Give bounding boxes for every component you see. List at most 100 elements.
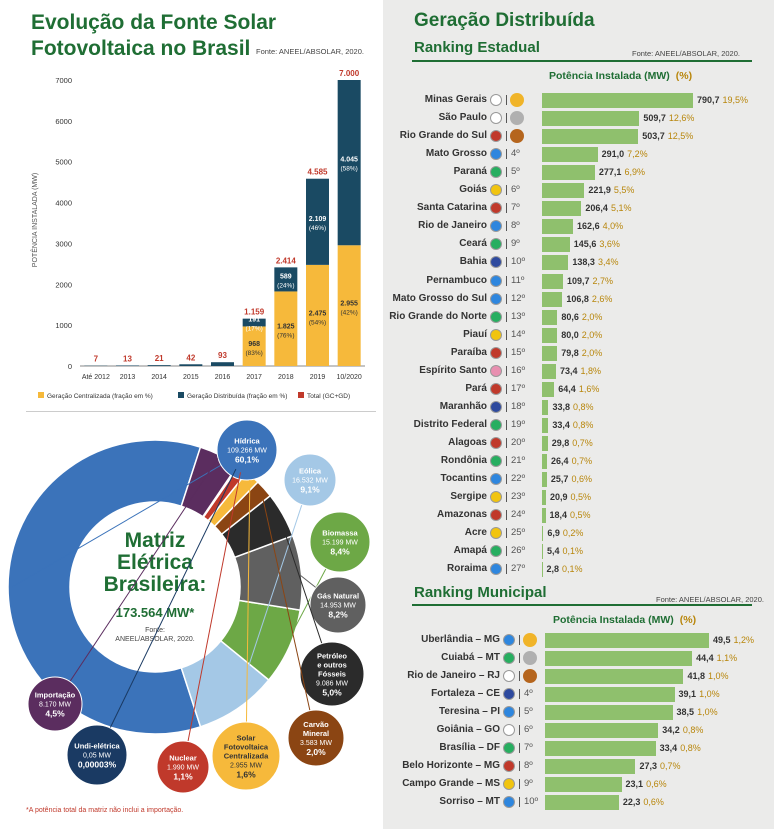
ranking-value-pct: 0,8% <box>682 725 704 735</box>
flag-icon <box>490 166 502 179</box>
ranking-row: Distrito Federal 19º 33,4 0,8% <box>0 416 774 434</box>
callout-mw: 0,05 MW <box>83 753 111 760</box>
ranking-value-number: 145,6 <box>573 239 597 250</box>
separator <box>506 510 507 521</box>
ranking-bar <box>542 526 544 542</box>
ranking-value-number: 80,0 <box>561 329 579 340</box>
ranking-name: Amazonas <box>436 509 487 521</box>
ranking-bar <box>542 111 640 127</box>
ranking-position: 27º <box>511 563 526 575</box>
total-label: 7.000 <box>339 69 360 78</box>
ranking-row: Pernambuco 11º 109,7 2,7% <box>0 272 774 290</box>
ranking-row: Pará 17º 64,4 1,6% <box>0 380 774 398</box>
flag-icon <box>490 455 502 467</box>
callout-mw: 16.532 MW <box>292 478 328 485</box>
separator <box>506 564 507 575</box>
separator <box>506 365 507 376</box>
ranking-name: Pernambuco <box>426 274 487 286</box>
bar-centralized <box>306 264 329 366</box>
flag-icon <box>490 418 502 431</box>
ranking-value: 41,8 1,0% <box>687 667 728 685</box>
ranking-name: Goiânia – GO <box>436 724 500 735</box>
ranking-value-number: 44,4 <box>696 653 714 663</box>
callout-line <box>235 479 311 706</box>
ranking-bar <box>545 777 622 792</box>
donut-source-line2: ANEEL/ABSOLAR, 2020. <box>115 636 194 643</box>
ranking-position: 7º <box>511 202 520 214</box>
flag-icon <box>490 256 502 269</box>
bar-chart-source: Fonte: ANEEL/ABSOLAR, 2020. <box>256 47 364 56</box>
medal-icon <box>523 633 537 647</box>
ranking-value: 22,3 0,6% <box>623 793 664 811</box>
x-tick-label: 10/2020 <box>337 374 362 381</box>
ranking-value: 109,7 2,7% <box>567 272 613 290</box>
ranking-value-number: 18,4 <box>549 510 568 521</box>
state-ranking-title: Ranking Estadual <box>414 39 540 56</box>
callout-mw: 15.199 MW <box>322 540 358 547</box>
ranking-position: 16º <box>511 364 526 376</box>
title-line-1: Evolução da Fonte Solar <box>31 11 277 34</box>
donut-slice <box>7 439 202 735</box>
flag-icon <box>490 400 502 413</box>
ranking-name: Uberlândia – MG <box>421 634 500 645</box>
ranking-position: 25º <box>511 527 526 539</box>
separator <box>519 707 520 717</box>
ranking-name: Mato Grosso do Sul <box>392 292 487 304</box>
ranking-value-number: 49,5 <box>713 635 731 645</box>
footnote: *A potência total da matriz não inclui a… <box>26 807 184 814</box>
ranking-value: 2,8 0,1% <box>547 560 583 578</box>
centralized-pct-label: (83%) <box>245 350 262 357</box>
ranking-value-number: 162,6 <box>577 221 600 232</box>
ranking-name: Santa Catarina <box>416 202 487 214</box>
separator <box>506 149 507 160</box>
y-tick-label: 4000 <box>55 199 72 208</box>
ranking-value-number: 221,9 <box>588 185 611 196</box>
ranking-position: 7º <box>524 742 533 753</box>
ranking-value-number: 277,1 <box>598 167 622 178</box>
ranking-row: Rio de Janeiro 8º 162,6 4,0% <box>0 217 774 235</box>
ranking-bar <box>542 562 543 578</box>
ranking-position: 23º <box>511 491 526 503</box>
bar-distributed <box>242 318 266 327</box>
ranking-name: Paraíba <box>450 346 487 358</box>
callout-mw: 2.955 MW <box>230 763 262 770</box>
ranking-position: 9º <box>511 238 520 250</box>
callout-bubble <box>66 724 128 786</box>
ranking-bar <box>542 147 598 163</box>
ranking-name: Belo Horizonte – MG <box>402 760 500 771</box>
medal-icon <box>523 669 537 683</box>
callout-bubble <box>287 709 345 767</box>
flag-icon <box>503 760 515 772</box>
ranking-value-pct: 2,0% <box>581 347 603 358</box>
ranking-position: 21º <box>511 455 526 466</box>
ranking-value: 26,4 0,7% <box>551 452 592 470</box>
ranking-bar <box>542 309 558 325</box>
bar-distributed <box>179 364 203 366</box>
ranking-position: 11º <box>511 274 525 286</box>
bar-distributed <box>116 365 139 366</box>
callout-bubble <box>216 419 278 481</box>
legend-label: Geração Centralizada (fração em %) <box>47 393 153 400</box>
ranking-bar <box>545 687 675 702</box>
callout-bubble <box>211 721 281 791</box>
ranking-value-pct: 1,2% <box>733 635 755 645</box>
donut-title-word: Brasileira: <box>104 573 207 596</box>
ranking-value: 34,2 0,8% <box>662 721 703 739</box>
ranking-value-number: 73,4 <box>560 365 578 376</box>
ranking-bar <box>542 544 544 560</box>
ranking-position: 6º <box>511 184 520 196</box>
ranking-name: Mato Grosso <box>425 148 487 160</box>
ranking-position: 26º <box>511 545 526 557</box>
legend-label: Geração Distribuída (fração em %) <box>187 393 287 400</box>
centralized-pct-label: (76%) <box>277 333 294 340</box>
ranking-bar <box>542 255 569 271</box>
separator <box>506 185 507 196</box>
legend-swatch <box>178 392 184 398</box>
ranking-value-number: 27,3 <box>639 761 657 771</box>
ranking-bar <box>542 381 555 397</box>
ranking-position: 5º <box>524 706 533 717</box>
donut-title-word: Elétrica <box>117 551 193 574</box>
ranking-value-number: 22,3 <box>622 797 641 807</box>
ranking-name: Sorriso – MT <box>439 796 500 807</box>
